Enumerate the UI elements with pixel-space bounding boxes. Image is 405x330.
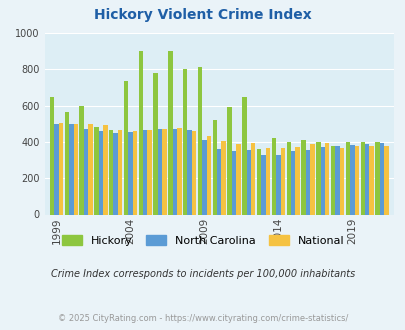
Bar <box>360 142 364 214</box>
Bar <box>246 150 250 214</box>
Bar <box>73 124 78 214</box>
Bar <box>217 149 221 214</box>
Bar <box>206 136 211 214</box>
Bar <box>379 143 383 214</box>
Bar <box>192 131 196 214</box>
Bar <box>183 69 187 214</box>
Bar <box>59 123 63 214</box>
Bar <box>54 124 59 214</box>
Text: © 2025 CityRating.com - https://www.cityrating.com/crime-statistics/: © 2025 CityRating.com - https://www.city… <box>58 314 347 323</box>
Bar <box>50 97 54 214</box>
Bar <box>197 68 202 214</box>
Bar <box>113 133 117 214</box>
Bar <box>69 124 73 214</box>
Text: Crime Index corresponds to incidents per 100,000 inhabitants: Crime Index corresponds to incidents per… <box>51 269 354 279</box>
Bar <box>315 142 320 214</box>
Bar <box>84 129 88 214</box>
Bar <box>261 154 265 214</box>
Bar <box>280 148 284 214</box>
Bar <box>132 131 137 214</box>
Bar <box>64 112 69 214</box>
Bar <box>295 147 299 214</box>
Bar <box>374 142 379 214</box>
Bar <box>212 120 217 214</box>
Bar <box>109 130 113 214</box>
Bar <box>286 142 290 214</box>
Bar <box>309 145 314 214</box>
Bar <box>290 151 295 214</box>
Bar <box>241 97 246 214</box>
Bar <box>350 145 354 214</box>
Bar <box>103 125 107 214</box>
Bar <box>324 143 328 214</box>
Bar <box>138 51 143 214</box>
Bar <box>79 106 84 214</box>
Bar <box>265 148 270 214</box>
Bar <box>345 142 349 214</box>
Text: Hickory Violent Crime Index: Hickory Violent Crime Index <box>94 8 311 22</box>
Bar <box>117 130 122 214</box>
Bar <box>330 146 335 214</box>
Bar <box>168 51 172 214</box>
Bar <box>177 128 181 214</box>
Bar <box>383 146 388 214</box>
Bar <box>320 148 324 214</box>
Bar <box>124 81 128 214</box>
Bar <box>153 73 158 214</box>
Bar <box>250 143 255 214</box>
Bar <box>354 146 358 214</box>
Bar <box>94 127 98 214</box>
Bar <box>335 147 339 214</box>
Bar <box>236 144 240 214</box>
Bar <box>147 130 151 214</box>
Bar <box>128 132 132 214</box>
Bar <box>305 150 309 214</box>
Bar <box>172 129 177 214</box>
Bar <box>187 130 192 214</box>
Bar <box>339 148 343 214</box>
Bar <box>231 151 236 214</box>
Bar <box>301 140 305 214</box>
Bar <box>158 129 162 214</box>
Bar <box>221 141 225 214</box>
Bar <box>202 141 206 214</box>
Bar <box>227 108 231 214</box>
Bar <box>256 149 261 214</box>
Bar <box>143 130 147 214</box>
Bar <box>369 146 373 214</box>
Bar <box>88 124 92 214</box>
Bar <box>275 154 280 214</box>
Legend: Hickory, North Carolina, National: Hickory, North Carolina, National <box>57 231 348 250</box>
Bar <box>271 138 275 214</box>
Bar <box>98 131 103 214</box>
Bar <box>162 129 166 214</box>
Bar <box>364 144 369 214</box>
